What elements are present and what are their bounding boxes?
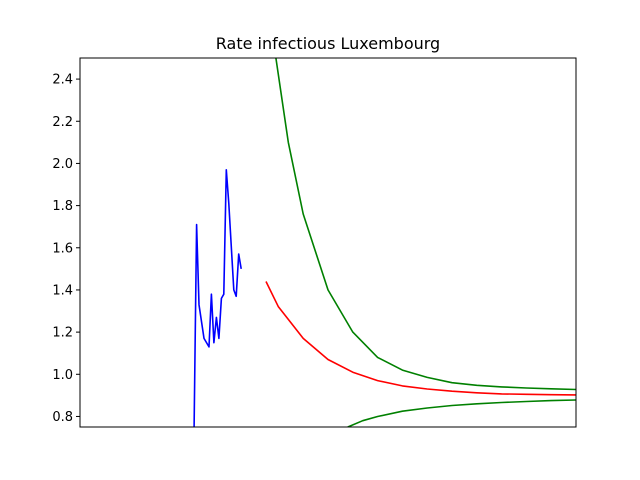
y-tick-label: 1.6	[52, 241, 73, 256]
y-tick-label: 0.8	[52, 410, 73, 425]
y-tick-label: 2.2	[52, 115, 73, 130]
chart-title: Rate infectious Luxembourg	[216, 34, 440, 53]
series-line-1	[265, 281, 576, 396]
y-tick-label: 1.4	[52, 283, 73, 298]
y-tick-label: 1.2	[52, 326, 73, 341]
y-tick-label: 2.0	[52, 157, 73, 172]
y-tick-label: 2.4	[52, 73, 73, 88]
series-line-2	[275, 58, 576, 391]
series-line-0	[193, 169, 242, 427]
series-layer	[193, 58, 576, 427]
y-axis: 0.8 1.0 1.2 1.4 1.6 1.8 2.0 2.2 2.4	[52, 73, 80, 425]
y-tick-label: 1.0	[52, 368, 73, 383]
y-tick-label: 1.8	[52, 199, 73, 214]
plot-area-frame	[79, 57, 577, 428]
series-line-3	[347, 399, 576, 427]
